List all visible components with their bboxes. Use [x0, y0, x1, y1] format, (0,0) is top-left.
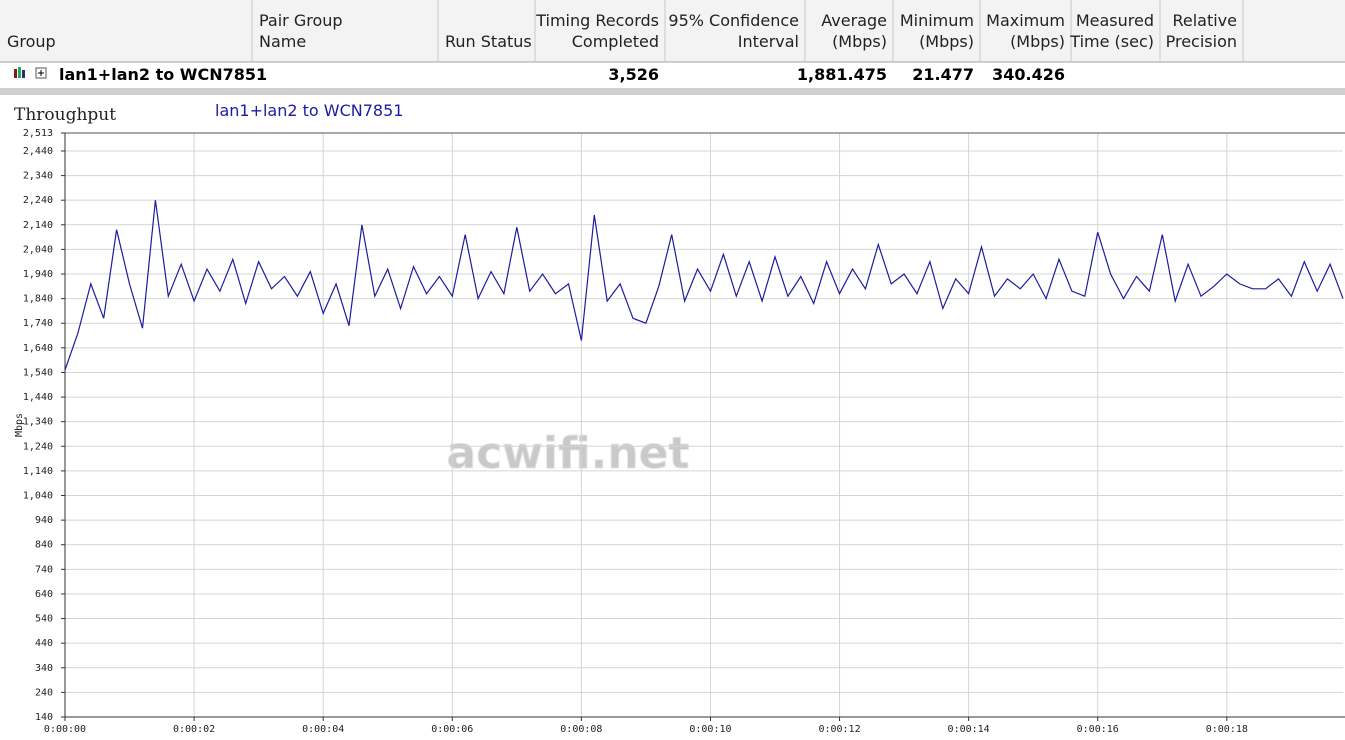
x-tick-label: 0:00:18 — [1206, 724, 1248, 735]
x-tick-label: 0:00:06 — [431, 724, 473, 735]
column-header: Maximum — [986, 11, 1065, 30]
y-tick-label: 1,540 — [23, 367, 53, 378]
x-tick-label: 0:00:14 — [948, 724, 990, 735]
y-tick-label: 1,640 — [23, 343, 53, 354]
y-tick-label: 740 — [35, 564, 53, 575]
y-tick-label: 2,340 — [23, 171, 53, 182]
column-header: Time (sec) — [1069, 32, 1154, 51]
y-axis-label: Mbps — [14, 413, 25, 437]
y-tick-label: 640 — [35, 589, 53, 600]
x-tick-label: 0:00:04 — [302, 724, 344, 735]
x-tick-label: 0:00:10 — [689, 724, 731, 735]
y-tick-label: 1,040 — [23, 491, 53, 502]
column-header: Precision — [1166, 32, 1237, 51]
x-tick-label: 0:00:00 — [44, 724, 86, 735]
y-tick-label: 1,140 — [23, 466, 53, 477]
y-tick-label: 140 — [35, 712, 53, 723]
column-header: Completed — [572, 32, 659, 51]
table-cell: lan1+lan2 to WCN7851 — [59, 65, 267, 84]
x-tick-label: 0:00:12 — [818, 724, 860, 735]
column-header: Minimum — [900, 11, 974, 30]
y-tick-label: 2,240 — [23, 195, 53, 206]
y-tick-label: 1,840 — [23, 294, 53, 305]
y-tick-label: 940 — [35, 515, 53, 526]
chart-title: Throughput — [14, 105, 116, 125]
y-tick-label: 840 — [35, 540, 53, 551]
row-icons — [14, 67, 47, 79]
y-tick-label: 240 — [35, 687, 53, 698]
y-tick-label: 540 — [35, 614, 53, 625]
y-tick-label: 2,513 — [23, 128, 53, 139]
column-header: Relative — [1172, 11, 1237, 30]
x-tick-label: 0:00:02 — [173, 724, 215, 735]
y-tick-label: 1,940 — [23, 269, 53, 280]
column-header: Run Status — [445, 32, 532, 51]
column-header: Average — [821, 11, 887, 30]
y-tick-label: 2,440 — [23, 146, 53, 157]
y-tick-label: 2,040 — [23, 244, 53, 255]
series-line — [64, 200, 1344, 371]
y-tick-label: 1,440 — [23, 392, 53, 403]
column-header: Measured — [1076, 11, 1154, 30]
table-cell: 3,526 — [608, 65, 659, 84]
y-tick-label: 2,140 — [23, 220, 53, 231]
splitter[interactable] — [0, 88, 1345, 95]
column-header: Interval — [738, 32, 799, 51]
column-header: Pair Group — [259, 11, 343, 30]
y-tick-label: 1,240 — [23, 441, 53, 452]
y-tick-label: 340 — [35, 663, 53, 674]
column-header: (Mbps) — [919, 32, 974, 51]
x-tick-label: 0:00:08 — [560, 724, 602, 735]
legend-entry[interactable]: lan1+lan2 to WCN7851 — [215, 101, 403, 120]
y-tick-label: 440 — [35, 638, 53, 649]
y-tick-label: 1,740 — [23, 318, 53, 329]
column-header: Group — [7, 32, 56, 51]
column-header: Timing Records — [535, 11, 659, 30]
x-tick-label: 0:00:16 — [1077, 724, 1119, 735]
column-header: Name — [259, 32, 306, 51]
column-header: (Mbps) — [1010, 32, 1065, 51]
table-cell: 340.426 — [992, 65, 1065, 84]
table-cell: 1,881.475 — [797, 65, 887, 84]
table-header-bg — [0, 0, 1345, 62]
y-tick-label: 1,340 — [23, 417, 53, 428]
column-header: (Mbps) — [832, 32, 887, 51]
column-header: 95% Confidence — [668, 11, 799, 30]
table-cell: 21.477 — [912, 65, 974, 84]
